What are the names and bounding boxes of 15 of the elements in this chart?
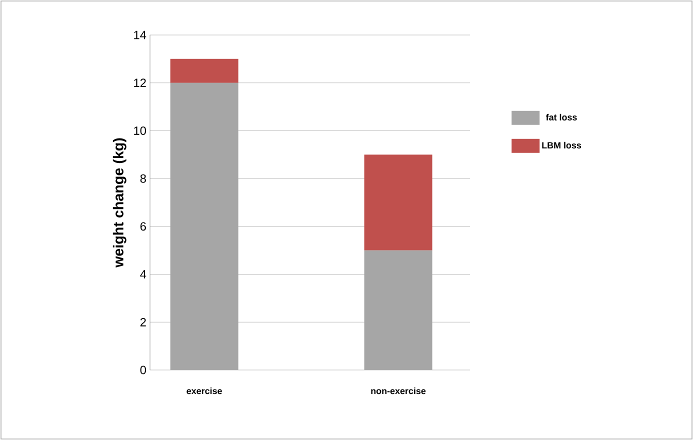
y-tick-label: 14 [134,30,146,40]
bar [170,58,238,83]
y-tick-label: 12 [134,78,146,88]
y-tick-label: 8 [140,174,146,183]
y-axis-title: weight change (kg) [112,138,126,268]
legend-label: fat loss [546,114,577,120]
legend-label: LBM loss [542,142,582,148]
y-tick-label: 0 [140,366,146,374]
bar [364,154,432,250]
y-tick-label: 2 [140,318,146,326]
y-tick-label: 10 [134,126,146,135]
y-tick-label: 4 [140,270,146,278]
x-tick-label: non-exercise [371,388,426,394]
x-tick-label: exercise [186,388,222,394]
y-tick-label: 6 [140,222,146,231]
